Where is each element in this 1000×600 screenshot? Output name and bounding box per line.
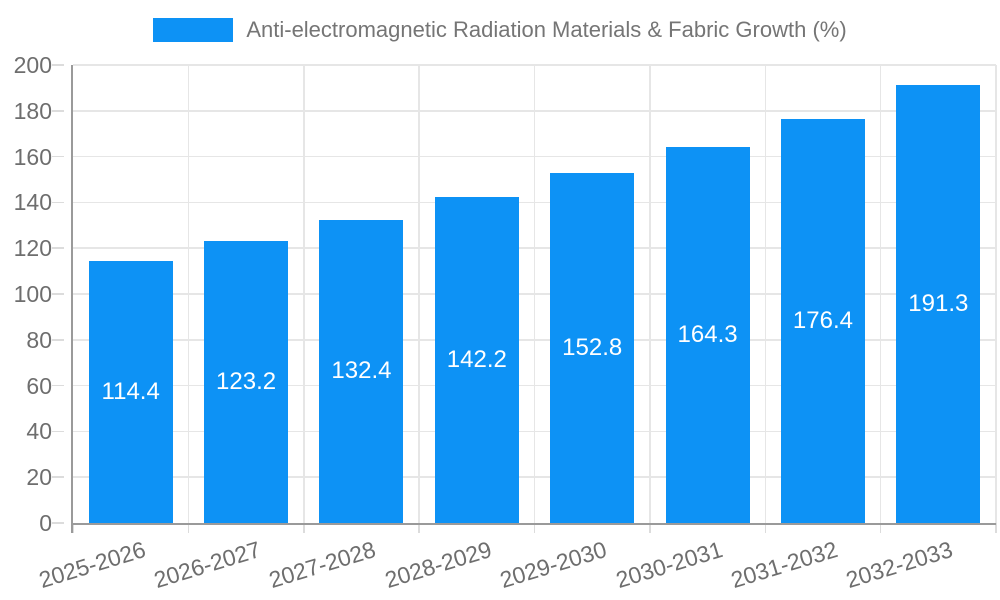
y-tick-mark [52,155,64,158]
x-gridline [764,65,766,523]
y-tick-label: 200 [13,52,52,78]
x-gridline [303,65,305,523]
y-tick-mark [52,384,64,387]
bar-value-label: 114.4 [101,378,160,405]
x-tick-mark [303,523,305,533]
x-tick-label: 2026-2027 [150,536,264,594]
x-tick-mark [879,523,882,533]
bar [780,119,865,523]
legend-swatch [153,18,234,42]
bar-value-label: 132.4 [331,357,392,385]
y-tick-label: 100 [13,281,52,307]
x-gridline [187,65,190,523]
legend-label: Anti-electromagnetic Radiation Materials… [246,17,847,42]
x-tick-mark [649,523,651,533]
bar [204,240,289,523]
y-tick-mark [52,64,64,66]
bar-value-label: 123.2 [216,367,277,395]
y-tick-label: 80 [26,326,52,353]
x-gridline [418,65,420,523]
bar-value-label: 152.8 [562,334,623,362]
x-tick-mark [995,523,997,533]
y-tick-mark [52,293,64,295]
bar-value-label: 164.3 [677,320,738,348]
y-tick-mark [52,110,64,112]
x-gridline [533,65,536,523]
y-tick-mark [52,522,64,524]
x-tick-mark [187,523,190,533]
y-tick-mark [52,476,64,478]
x-tick-label: 2027-2028 [266,536,380,594]
y-tick-mark [52,339,64,341]
x-tick-mark [72,523,74,533]
x-gridline [879,65,882,523]
bar [550,173,635,523]
x-axis-line [71,523,996,525]
y-tick-label: 120 [13,235,52,262]
y-tick-mark [52,247,64,249]
bar-value-label: 142.2 [446,346,507,374]
y-tick-label: 140 [13,189,52,216]
y-tick-mark [52,201,64,204]
chart-legend[interactable]: Anti-electromagnetic Radiation Materials… [0,17,1000,43]
x-tick-label: 2028-2029 [381,536,495,594]
bar-value-label: 191.3 [908,289,969,317]
x-gridline [649,65,651,523]
y-tick-label: 160 [13,143,52,170]
bar [896,84,981,523]
y-axis-line [71,65,73,533]
y-tick-label: 180 [13,97,52,124]
y-tick-label: 0 [39,510,52,536]
y-tick-mark [52,430,64,433]
bar [319,219,404,523]
x-tick-label: 2025-2026 [35,536,149,594]
x-tick-mark [764,523,766,533]
bar [88,261,173,523]
x-tick-mark [533,523,536,533]
x-gridline [995,65,997,523]
y-tick-label: 20 [26,464,52,491]
bar-value-label: 176.4 [792,307,853,335]
x-tick-label: 2031-2032 [727,536,841,594]
bar [665,146,750,523]
x-tick-label: 2030-2031 [612,536,726,594]
bar [434,197,519,523]
y-tick-label: 40 [26,418,52,445]
x-tick-mark [418,523,420,533]
x-tick-label: 2032-2033 [843,536,956,594]
x-tick-label: 2029-2030 [496,536,610,594]
y-tick-label: 60 [26,372,52,399]
